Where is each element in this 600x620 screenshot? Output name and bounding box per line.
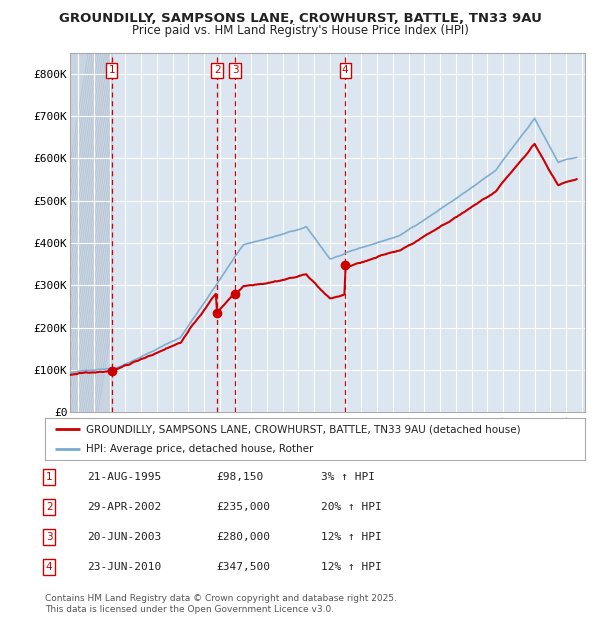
Text: £98,150: £98,150	[216, 472, 263, 482]
Text: 29-APR-2002: 29-APR-2002	[87, 502, 161, 512]
Text: 2: 2	[214, 65, 220, 75]
Text: 4: 4	[46, 562, 53, 572]
Text: 20% ↑ HPI: 20% ↑ HPI	[321, 502, 382, 512]
Bar	[70, 53, 112, 412]
Text: 20-JUN-2003: 20-JUN-2003	[87, 532, 161, 542]
Text: 23-JUN-2010: 23-JUN-2010	[87, 562, 161, 572]
Text: GROUNDILLY, SAMPSONS LANE, CROWHURST, BATTLE, TN33 9AU: GROUNDILLY, SAMPSONS LANE, CROWHURST, BA…	[59, 12, 541, 25]
Text: 3: 3	[46, 532, 53, 542]
Text: 3% ↑ HPI: 3% ↑ HPI	[321, 472, 375, 482]
Text: GROUNDILLY, SAMPSONS LANE, CROWHURST, BATTLE, TN33 9AU (detached house): GROUNDILLY, SAMPSONS LANE, CROWHURST, BA…	[86, 424, 520, 434]
Text: 1: 1	[46, 472, 53, 482]
Text: 4: 4	[342, 65, 349, 75]
Text: 1: 1	[109, 65, 115, 75]
Text: 21-AUG-1995: 21-AUG-1995	[87, 472, 161, 482]
Text: 3: 3	[232, 65, 238, 75]
Text: 2: 2	[46, 502, 53, 512]
Text: Price paid vs. HM Land Registry's House Price Index (HPI): Price paid vs. HM Land Registry's House …	[131, 24, 469, 37]
Text: £280,000: £280,000	[216, 532, 270, 542]
Text: £235,000: £235,000	[216, 502, 270, 512]
Text: 12% ↑ HPI: 12% ↑ HPI	[321, 562, 382, 572]
Text: £347,500: £347,500	[216, 562, 270, 572]
Text: HPI: Average price, detached house, Rother: HPI: Average price, detached house, Roth…	[86, 444, 313, 454]
Text: Contains HM Land Registry data © Crown copyright and database right 2025.
This d: Contains HM Land Registry data © Crown c…	[45, 595, 397, 614]
Text: 12% ↑ HPI: 12% ↑ HPI	[321, 532, 382, 542]
